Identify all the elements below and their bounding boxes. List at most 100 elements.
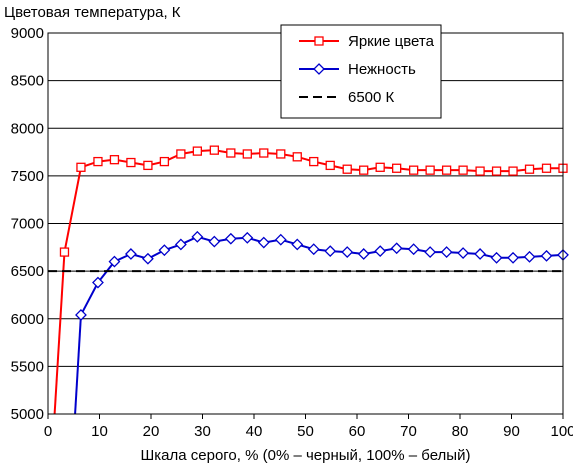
- x-tick-label: 10: [91, 423, 108, 440]
- data-point: [425, 165, 435, 175]
- data-point: [59, 247, 70, 257]
- data-point: [209, 145, 219, 155]
- data-point: [176, 149, 186, 159]
- data-point: [259, 148, 269, 158]
- x-tick-label: 50: [297, 423, 314, 440]
- y-axis-ticks: 5000 5500 6000 6500 7000 7500 8000 8500 9000: [11, 25, 44, 423]
- data-point: [508, 166, 518, 176]
- x-axis-ticks: 0 10 20 30 40 50 60 70 80 90 100: [44, 414, 573, 440]
- lead-in-lines: [53, 252, 82, 414]
- data-point: [309, 156, 319, 167]
- data-point: [457, 247, 470, 259]
- data-point: [174, 238, 187, 251]
- legend-entry: Яркие цвета: [299, 33, 435, 50]
- data-point: [109, 155, 120, 165]
- data-point: [291, 238, 304, 251]
- data-point: [424, 246, 437, 258]
- data-point: [108, 255, 121, 268]
- legend-entry: Нежность: [299, 61, 416, 78]
- data-point: [191, 230, 204, 243]
- series-layer: [48, 145, 569, 321]
- x-tick-label: 90: [503, 423, 520, 440]
- data-point: [524, 164, 535, 174]
- y-tick-label: 8500: [11, 73, 44, 90]
- data-point: [523, 250, 536, 263]
- x-axis-label: Шкала серого, % (0% – черный, 100% – бел…: [141, 447, 471, 464]
- legend-marker: [314, 36, 324, 46]
- data-point: [208, 235, 221, 248]
- legend: Яркие цвета Нежность 6500 К: [280, 24, 442, 119]
- data-point: [374, 245, 387, 258]
- data-point: [475, 166, 485, 176]
- data-point: [126, 157, 136, 168]
- data-point: [141, 252, 154, 265]
- data-point: [341, 246, 354, 258]
- data-point: [124, 248, 137, 260]
- y-tick-label: 5500: [11, 358, 44, 375]
- series-diamond: [75, 230, 569, 321]
- data-point: [390, 242, 403, 255]
- legend-label: Яркие цвета: [348, 33, 435, 50]
- y-tick-label: 6500: [11, 263, 44, 280]
- y-tick-label: 7500: [11, 168, 44, 185]
- data-point: [276, 149, 286, 159]
- data-point: [441, 165, 452, 175]
- x-tick-label: 100: [550, 423, 573, 440]
- data-point: [474, 248, 487, 260]
- data-point: [507, 251, 519, 264]
- x-tick-label: 0: [44, 423, 52, 440]
- data-point: [357, 248, 370, 260]
- data-point: [241, 231, 254, 244]
- data-point: [491, 166, 502, 176]
- legend-entry: 6500 К: [299, 89, 395, 106]
- series-lead-line: [53, 252, 66, 414]
- data-point: [325, 160, 335, 171]
- data-point: [408, 165, 419, 175]
- data-point: [224, 232, 237, 245]
- data-point: [458, 165, 468, 175]
- data-point: [342, 164, 352, 174]
- data-point: [274, 233, 287, 246]
- data-point: [375, 162, 385, 172]
- data-point: [292, 152, 302, 162]
- series-lead-line: [74, 314, 82, 414]
- x-tick-label: 80: [452, 423, 469, 440]
- x-tick-label: 30: [194, 423, 211, 440]
- y-tick-label: 8000: [11, 120, 44, 137]
- data-point: [541, 163, 552, 173]
- x-tick-label: 60: [349, 423, 366, 440]
- data-point: [324, 245, 337, 258]
- data-point: [392, 163, 402, 173]
- legend-marker: [313, 63, 325, 75]
- data-point: [407, 243, 420, 256]
- data-point: [242, 149, 252, 159]
- data-point: [226, 148, 236, 158]
- data-point: [490, 251, 503, 264]
- x-tick-label: 40: [246, 423, 263, 440]
- y-tick-label: 5000: [11, 406, 44, 423]
- data-point: [93, 156, 103, 167]
- series-square: [59, 145, 568, 257]
- y-tick-label: 7000: [11, 216, 44, 233]
- data-point: [540, 249, 553, 262]
- data-point: [192, 146, 203, 156]
- data-point: [75, 309, 87, 321]
- data-point: [159, 156, 170, 167]
- y-tick-label: 9000: [11, 25, 44, 42]
- series-line: [80, 235, 564, 316]
- data-point: [307, 243, 320, 256]
- data-point: [158, 244, 171, 257]
- x-tick-label: 70: [400, 423, 417, 440]
- data-point: [143, 160, 153, 171]
- data-point: [92, 276, 104, 289]
- chart-title: Цветовая температура, К: [4, 4, 181, 21]
- legend-label: Нежность: [348, 61, 416, 78]
- x-tick-label: 20: [143, 423, 160, 440]
- data-point: [257, 236, 270, 249]
- y-tick-label: 6000: [11, 311, 44, 328]
- data-point: [76, 162, 86, 172]
- legend-label: 6500 К: [348, 89, 395, 106]
- data-point: [359, 165, 369, 175]
- data-point: [440, 246, 453, 258]
